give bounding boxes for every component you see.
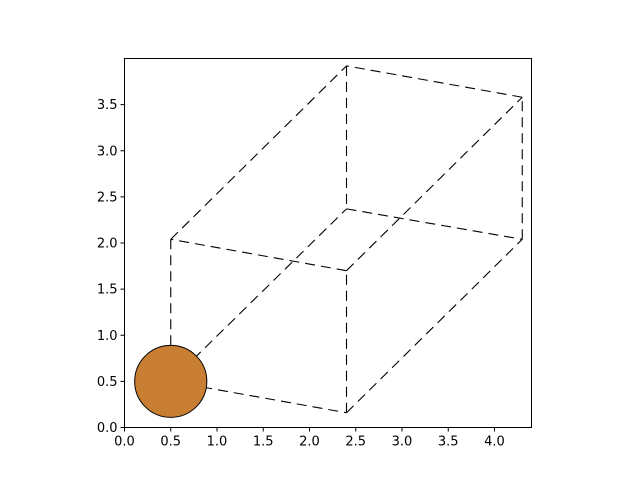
x-tick-label: 3.0	[392, 435, 413, 450]
cuboid-edge-back-top	[346, 65, 523, 98]
y-tick-label: 3.5	[97, 98, 118, 113]
y-tick-label: 3.0	[97, 144, 118, 159]
y-tick-label: 2.0	[97, 237, 118, 252]
x-tick-label: 2.5	[345, 435, 366, 450]
cuboid-edge-depth-top-right	[346, 96, 523, 272]
x-tick-label: 1.5	[253, 435, 274, 450]
plot-content	[134, 65, 523, 418]
cuboid-edge-front-top	[170, 238, 347, 272]
x-tick-label: 4.0	[484, 435, 505, 450]
x-tick-label: 3.5	[438, 435, 459, 450]
cuboid-edge-back-bottom	[346, 208, 523, 240]
x-axis: 0.0 0.5 1.0 1.5 2.0 2.5 3.0 3.5 4.0	[114, 427, 505, 450]
x-tick-label: 0.0	[114, 435, 135, 450]
y-tick-label: 2.5	[97, 190, 118, 205]
y-axis: 0.0 0.5 1.0 1.5 2.0 2.5 3.0 3.5	[97, 98, 125, 436]
cuboid-edge-front-bottom	[170, 380, 347, 414]
x-tick-label: 0.5	[160, 435, 181, 450]
y-tick-label: 0.5	[97, 375, 118, 390]
y-tick-label: 0.0	[97, 421, 118, 436]
circle-marker	[134, 344, 208, 418]
y-tick-label: 1.0	[97, 329, 118, 344]
cuboid-edge-depth-top-left	[170, 65, 347, 240]
cuboid-edge-depth-bottom-right	[346, 238, 523, 414]
y-tick-label: 1.5	[97, 283, 118, 298]
x-tick-label: 2.0	[299, 435, 320, 450]
cuboid-edge-depth-bottom-left	[170, 208, 347, 382]
x-tick-label: 1.0	[207, 435, 228, 450]
